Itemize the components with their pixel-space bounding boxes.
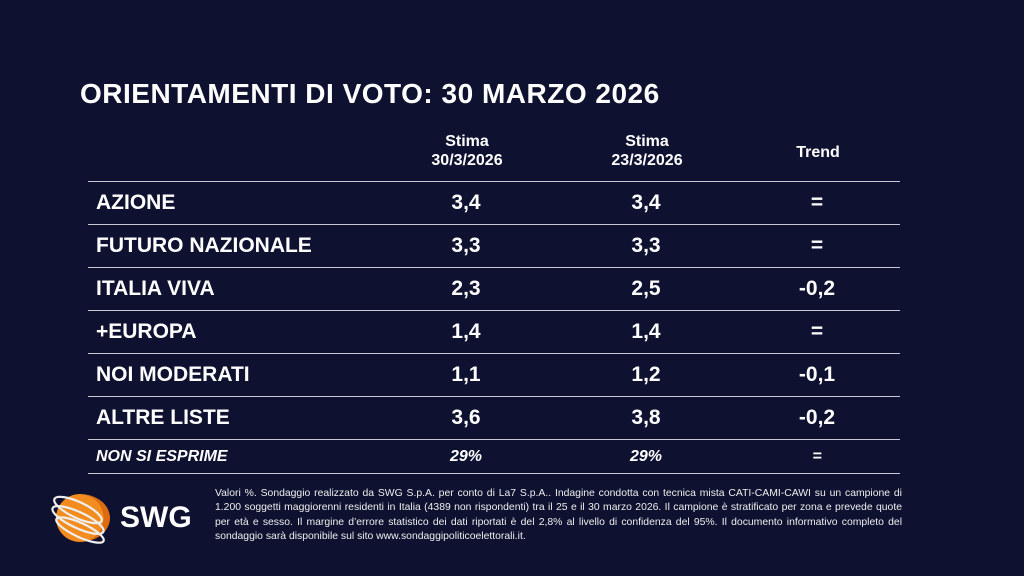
party-name: NOI MODERATI [96, 363, 250, 386]
estimate-current: 29% [449, 448, 483, 465]
header-trend: Trend [796, 144, 840, 161]
estimate-current: 1,4 [451, 320, 481, 343]
header-label: Stima [625, 133, 669, 150]
page-title: ORIENTAMENTI DI VOTO: 30 MARZO 2026 [80, 78, 660, 109]
estimate-current: 3,6 [451, 406, 481, 429]
party-name: ALTRE LISTE [96, 406, 230, 429]
trend-value: -0,2 [798, 406, 836, 429]
estimate-previous: 3,8 [631, 406, 661, 429]
table-row: AZIONE 3,4 3,4 = [88, 181, 900, 224]
header-date: 23/3/2026 [611, 152, 683, 169]
estimate-current: 1,1 [451, 363, 481, 386]
estimate-current: 3,3 [451, 234, 481, 257]
header-stima-current: Stima 30/3/2026 [387, 132, 547, 170]
estimate-previous: 2,5 [631, 277, 661, 300]
trend-value: = [810, 320, 824, 343]
party-name: ITALIA VIVA [96, 277, 215, 300]
trend-value: = [812, 448, 822, 465]
header-date: 30/3/2026 [431, 152, 503, 169]
table-row: FUTURO NAZIONALE 3,3 3,3 = [88, 224, 900, 267]
estimate-current: 3,4 [451, 191, 481, 214]
estimate-previous: 1,2 [631, 363, 661, 386]
swg-logo: SWG [44, 488, 192, 548]
estimate-current: 2,3 [451, 277, 481, 300]
table-bottom-divider [88, 473, 900, 474]
party-name: AZIONE [96, 191, 176, 214]
party-name: NON SI ESPRIME [96, 448, 228, 465]
header-stima-previous: Stima 23/3/2026 [567, 132, 727, 170]
methodology-note: Valori %. Sondaggio realizzato da SWG S.… [215, 488, 902, 542]
estimate-previous: 3,3 [631, 234, 661, 257]
header-label: Stima [445, 133, 489, 150]
trend-value: -0,2 [798, 277, 836, 300]
estimate-previous: 29% [629, 448, 663, 465]
table-row: NOI MODERATI 1,1 1,2 -0,1 [88, 353, 900, 396]
trend-value: = [810, 191, 824, 214]
trend-value: = [810, 234, 824, 257]
table-row: ALTRE LISTE 3,6 3,8 -0,2 [88, 396, 900, 439]
table-row: NON SI ESPRIME 29% 29% = [88, 439, 900, 474]
globe-icon [51, 494, 110, 544]
table-row: +EUROPA 1,4 1,4 = [88, 310, 900, 353]
party-name: +EUROPA [96, 320, 197, 343]
party-name: FUTURO NAZIONALE [96, 234, 312, 257]
estimate-previous: 3,4 [631, 191, 661, 214]
logo-text: SWG [120, 501, 192, 534]
table-row: ITALIA VIVA 2,3 2,5 -0,2 [88, 267, 900, 310]
trend-value: -0,1 [798, 363, 836, 386]
estimate-previous: 1,4 [631, 320, 661, 343]
